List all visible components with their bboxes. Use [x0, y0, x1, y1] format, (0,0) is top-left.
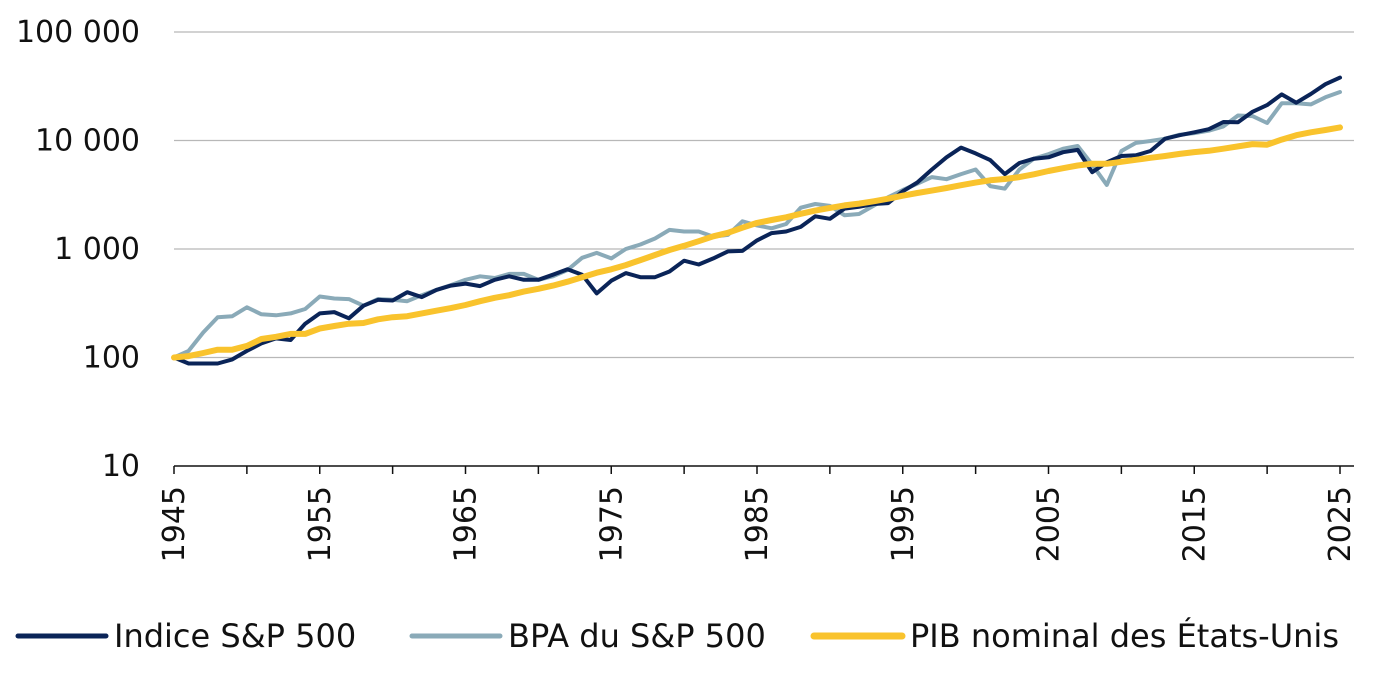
x-tick-label: 1985	[740, 486, 775, 562]
y-axis-ticks: 100 000 10 000 1 000 100 10	[16, 15, 140, 484]
y-tick-label: 100 000	[16, 15, 140, 50]
y-tick-label: 10	[102, 449, 140, 484]
series-line-0	[172, 75, 1342, 366]
legend-label: Indice S&P 500	[114, 617, 356, 655]
legend-label: BPA du S&P 500	[508, 617, 766, 655]
x-tick-label: 2015	[1177, 486, 1212, 562]
x-tick-label: 1965	[449, 486, 484, 562]
legend-label: PIB nominal des États-Unis	[910, 617, 1339, 655]
y-tick-label: 10 000	[35, 124, 140, 159]
legend: Indice S&P 500 BPA du S&P 500 PIB nominal …	[15, 617, 1339, 655]
x-axis-ticks: 1945 1955 1965 1975 1985 1995 2005 2015 2025	[157, 466, 1358, 562]
legend-item-2: PIB nominal des États-Unis	[810, 617, 1339, 655]
x-tick-label: 2005	[1032, 486, 1067, 562]
series-line-2	[171, 124, 1343, 361]
x-tick-label: 1995	[886, 486, 921, 562]
legend-item-0: Indice S&P 500	[15, 617, 356, 655]
legend-item-1: BPA du S&P 500	[409, 617, 766, 655]
x-tick-label: 1945	[157, 486, 192, 562]
x-tick-label: 2025	[1323, 486, 1358, 562]
x-tick-label: 1955	[303, 486, 338, 562]
gridlines	[174, 31, 1354, 359]
series-lines	[171, 75, 1343, 366]
x-tick-label: 1975	[594, 486, 629, 562]
y-tick-label: 1 000	[54, 232, 140, 267]
y-tick-label: 100	[83, 341, 140, 376]
